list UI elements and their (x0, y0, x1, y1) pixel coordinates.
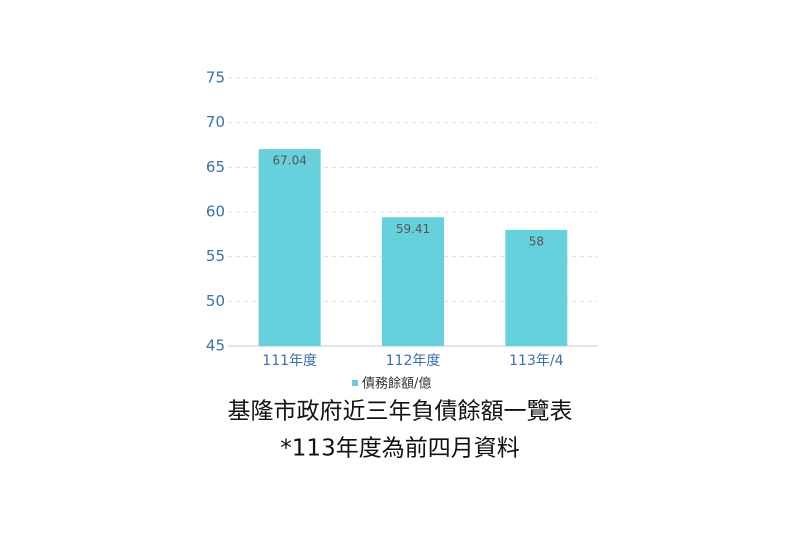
y-tick-label: 55 (206, 247, 225, 265)
y-tick-label: 50 (206, 292, 225, 310)
x-tick-label: 113年/4 (509, 353, 563, 369)
x-tick-label: 112年度 (386, 353, 441, 369)
value-label: 58 (529, 234, 544, 248)
y-tick-label: 45 (206, 337, 225, 355)
x-tick-label: 111年度 (262, 353, 317, 369)
legend-swatch (352, 380, 358, 386)
bar (382, 217, 444, 346)
chart-subtitle: *113年度為前四月資料 (280, 436, 519, 462)
legend-label: 債務餘額/億 (362, 376, 431, 392)
y-tick-label: 70 (206, 113, 225, 131)
y-tick-label: 75 (206, 69, 225, 87)
y-tick-label: 60 (206, 203, 225, 221)
bar (505, 229, 568, 346)
y-tick-label: 65 (206, 158, 225, 176)
bar (258, 149, 321, 346)
value-label: 67.04 (272, 154, 306, 168)
chart-title: 基隆市政府近三年負債餘額一覽表 (228, 399, 573, 425)
value-label: 59.41 (396, 222, 430, 236)
